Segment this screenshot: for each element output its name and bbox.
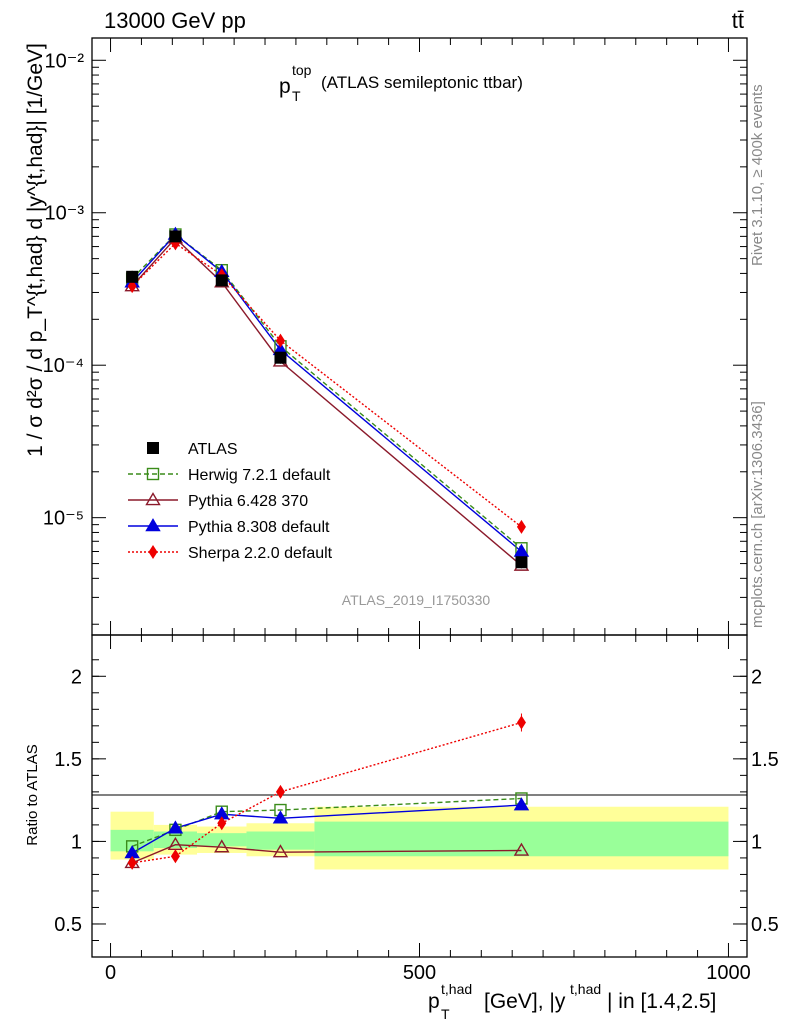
ratio-y-tick-label-right: 1 — [751, 831, 762, 853]
main-y-tick-label: 10⁻³ — [45, 203, 85, 225]
ratio-series-markers — [124, 713, 530, 870]
x-tick-label: 0 — [105, 962, 116, 984]
legend-label-pythia6: Pythia 6.428 370 — [188, 493, 308, 510]
ratio-inner-band — [246, 831, 315, 850]
legend: ATLAS Herwig 7.2.1 default Pythia 6.428 37… — [128, 441, 333, 562]
main-point-data — [126, 270, 139, 283]
title-subscript: T — [292, 88, 301, 104]
main-y-ticks: 10⁻⁵ 10⁻⁴ 10⁻³ 10⁻² — [43, 38, 747, 635]
ratio-point-sherpa — [127, 855, 137, 870]
ratio-y-axis-label: Ratio to ATLAS — [24, 744, 41, 845]
title-text: (ATLAS semileptonic ttbar) — [321, 73, 523, 92]
ratio-point-pythia8 — [272, 810, 289, 824]
x-label-symbol: p — [428, 990, 440, 1013]
ratio-point-pythia6 — [513, 842, 530, 856]
main-series-markers — [124, 226, 530, 571]
legend-label-data: ATLAS — [188, 441, 238, 458]
x-axis-label: p T t,had [GeV], |y t,had | in [1.4,2.5] — [428, 981, 716, 1022]
legend-marker-herwig — [146, 467, 160, 481]
legend-label-herwig: Herwig 7.2.1 default — [188, 467, 331, 484]
main-point-pythia8 — [513, 543, 530, 557]
ratio-y-tick-label-right: 1.5 — [751, 749, 779, 771]
ratio-y-tick-label: 1 — [71, 831, 82, 853]
ratio-uncertainty-bands — [110, 806, 729, 870]
ratio-y-tick-label-right: 2 — [751, 666, 762, 688]
main-series-lines — [131, 230, 522, 569]
ratio-point-sherpa — [516, 715, 526, 730]
legend-marker-data — [147, 442, 159, 454]
ratio-ticks: 0.5 0.5 1 1 1.5 1.5 2 2 0 500 1000 — [54, 635, 779, 984]
x-label-sup2: t,had — [570, 981, 601, 997]
ratio-inner-band — [153, 831, 198, 849]
x-label-sup: t,had — [441, 981, 472, 997]
main-point-data — [515, 556, 528, 569]
main-point-data — [169, 230, 182, 243]
ratio-line-pythia6 — [131, 844, 522, 864]
ratio-point-pythia6 — [214, 839, 230, 853]
main-y-tick-label: 10⁻⁵ — [43, 508, 84, 530]
x-tick-label: 1000 — [706, 962, 751, 984]
header-process: tt̄ — [732, 8, 744, 33]
ratio-point-sherpa — [275, 784, 285, 799]
ratio-point-pythia8 — [513, 797, 530, 811]
main-y-tick-label: 10⁻⁴ — [43, 355, 84, 377]
x-label-mid: [GeV], |y — [484, 990, 566, 1013]
ratio-point-sherpa — [217, 816, 227, 831]
x-label-sub: T — [441, 1006, 450, 1022]
legend-marker-pythia8 — [145, 518, 161, 532]
x-label-end: | in [1.4,2.5] — [607, 990, 716, 1013]
title-symbol: p — [279, 75, 291, 98]
main-line-pythia6 — [131, 237, 522, 567]
header-energy: 13000 GeV pp — [104, 8, 246, 33]
ratio-y-tick-label: 2 — [71, 666, 82, 688]
x-tick-label: 500 — [403, 962, 436, 984]
main-point-data — [215, 274, 228, 287]
ratio-panel-frame — [91, 634, 748, 958]
plot-title: p T top (ATLAS semileptonic ttbar) — [279, 62, 523, 104]
main-point-data — [274, 351, 287, 364]
main-y-tick-label: 10⁻² — [45, 50, 85, 72]
ratio-y-tick-label: 0.5 — [54, 914, 82, 936]
ratio-point-pythia6 — [167, 836, 184, 850]
analysis-watermark: ATLAS_2019_I1750330 — [342, 592, 491, 608]
main-point-sherpa — [275, 333, 285, 348]
legend-label-sherpa: Sherpa 2.2.0 default — [188, 545, 333, 562]
main-point-sherpa — [516, 519, 526, 534]
ratio-point-pythia6 — [272, 844, 289, 858]
title-superscript: top — [292, 62, 312, 78]
legend-marker-sherpa — [148, 545, 158, 559]
legend-label-pythia8: Pythia 8.308 default — [188, 519, 330, 536]
rivet-version-label: Rivet 3.1.10, ≥ 400k events — [749, 84, 766, 266]
ratio-y-tick-label: 1.5 — [54, 749, 82, 771]
ratio-point-sherpa — [170, 849, 180, 864]
mcplots-reference-label: mcplots.cern.ch [arXiv:1306.3436] — [749, 401, 766, 628]
ratio-point-pythia8 — [167, 820, 184, 834]
main-y-axis-label: 1 / σ d²σ / d p_T^{t,had} d |y^{t,had}| … — [24, 43, 47, 457]
ratio-y-tick-label-right: 0.5 — [751, 914, 779, 936]
legend-marker-pythia6 — [145, 492, 161, 506]
